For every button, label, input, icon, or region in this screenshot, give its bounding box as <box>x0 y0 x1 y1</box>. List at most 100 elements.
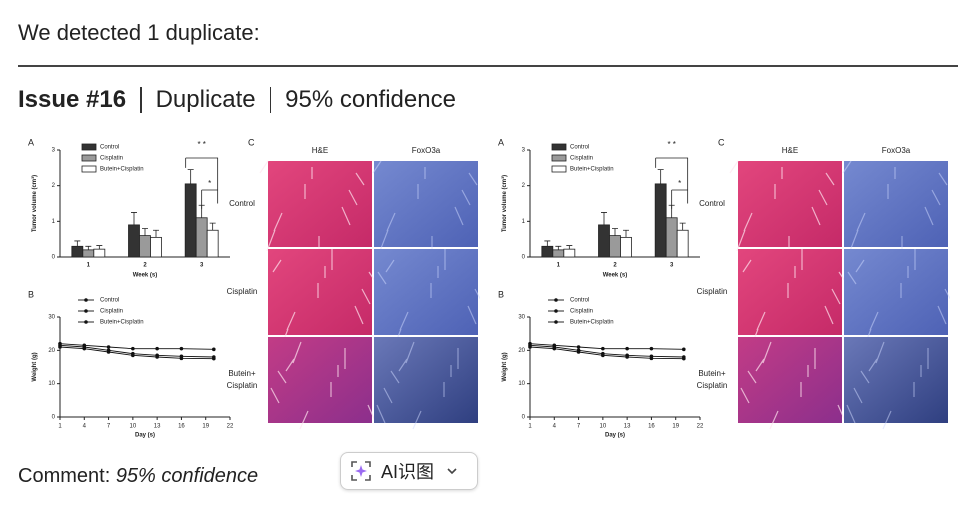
point <box>552 346 557 351</box>
label: 10 <box>48 381 55 387</box>
chevron <box>447 468 457 475</box>
label: Control <box>699 199 725 208</box>
label: A <box>498 137 504 147</box>
label: Cisplatin <box>227 381 258 390</box>
error-bar <box>555 245 562 250</box>
micrograph <box>374 337 478 423</box>
label: Day (s) <box>605 433 625 439</box>
bar <box>93 248 106 258</box>
label: 10 <box>130 424 137 430</box>
bar <box>552 249 565 258</box>
comment-value: 95% confidence <box>115 465 259 487</box>
label: 4 <box>553 424 557 430</box>
label: 16 <box>178 424 185 430</box>
point <box>131 346 135 351</box>
label: Butein+Cisplatin <box>570 320 614 326</box>
texture <box>842 160 948 257</box>
label: 1 <box>522 219 526 225</box>
label: 7 <box>107 424 111 430</box>
label: Control <box>570 145 589 151</box>
label: C <box>718 137 725 147</box>
micrograph <box>844 161 948 247</box>
label: 2 <box>522 183 526 189</box>
texture <box>740 341 847 430</box>
legend-swatch <box>81 143 97 151</box>
label: * <box>678 179 681 188</box>
label: 10 <box>518 381 525 387</box>
comment: Comment: 95% confidence <box>18 465 258 488</box>
micrograph <box>738 249 842 335</box>
bar <box>128 224 140 258</box>
label: 13 <box>624 424 631 430</box>
ai-button[interactable]: AI识图 <box>340 452 478 490</box>
point <box>106 345 111 349</box>
label: Control <box>229 199 255 208</box>
point <box>576 345 581 349</box>
label: 30 <box>48 315 55 321</box>
error-bar <box>153 229 159 238</box>
label: * * <box>667 140 675 149</box>
micrograph <box>738 337 842 423</box>
error-bar <box>612 228 618 236</box>
micrograph <box>374 161 478 247</box>
label: 4 <box>83 424 87 430</box>
label: 1 <box>528 424 532 430</box>
label: Cisplatin <box>100 156 123 162</box>
texture <box>376 341 459 430</box>
label: C <box>248 137 255 147</box>
label: 3 <box>200 263 204 269</box>
bar <box>541 245 554 258</box>
label: A <box>28 137 34 147</box>
comment-label: Comment: <box>18 465 111 487</box>
texture <box>259 160 365 257</box>
error-bar <box>623 229 629 238</box>
label: 2 <box>613 263 617 269</box>
micrograph <box>268 337 372 423</box>
micrograph <box>844 249 948 335</box>
label: 10 <box>600 424 607 430</box>
legend-swatch <box>81 154 97 162</box>
bar <box>665 217 678 258</box>
label: * * <box>197 140 205 149</box>
point <box>601 346 605 351</box>
point <box>155 346 159 351</box>
ai-icon <box>351 461 371 481</box>
bar <box>150 236 162 258</box>
label: Week (s) <box>603 273 628 279</box>
bar <box>184 183 197 258</box>
micrograph <box>738 161 842 247</box>
label: FoxO3a <box>882 146 911 155</box>
label: 13 <box>154 424 161 430</box>
issue-type: Duplicate <box>155 86 256 113</box>
bar <box>598 224 610 258</box>
bar <box>82 249 95 258</box>
separator <box>140 87 142 113</box>
label: Cisplatin <box>227 287 258 296</box>
issue-line: Issue #16 Duplicate 95% confidence <box>18 86 456 114</box>
error-bar <box>96 245 103 250</box>
label: B <box>498 289 504 299</box>
point <box>528 345 532 349</box>
bracket <box>185 157 219 209</box>
label: H&E <box>312 146 328 155</box>
point <box>625 355 629 359</box>
label: B <box>28 289 34 299</box>
point <box>649 346 654 351</box>
label: 22 <box>227 424 234 430</box>
texture <box>372 160 478 257</box>
label: 2 <box>52 183 56 189</box>
label: Control <box>100 145 119 151</box>
micrograph <box>268 249 372 335</box>
y-axis-label: Tumor volume (cm³) <box>501 175 508 232</box>
label: 1 <box>58 424 62 430</box>
bar <box>195 217 208 258</box>
legend-marker <box>554 320 558 324</box>
label: Butein+ <box>698 369 726 378</box>
label: Cisplatin <box>570 309 593 315</box>
label: 30 <box>518 315 525 321</box>
label: Cisplatin <box>697 381 728 390</box>
legend-marker <box>84 298 88 302</box>
bracket <box>655 157 689 209</box>
